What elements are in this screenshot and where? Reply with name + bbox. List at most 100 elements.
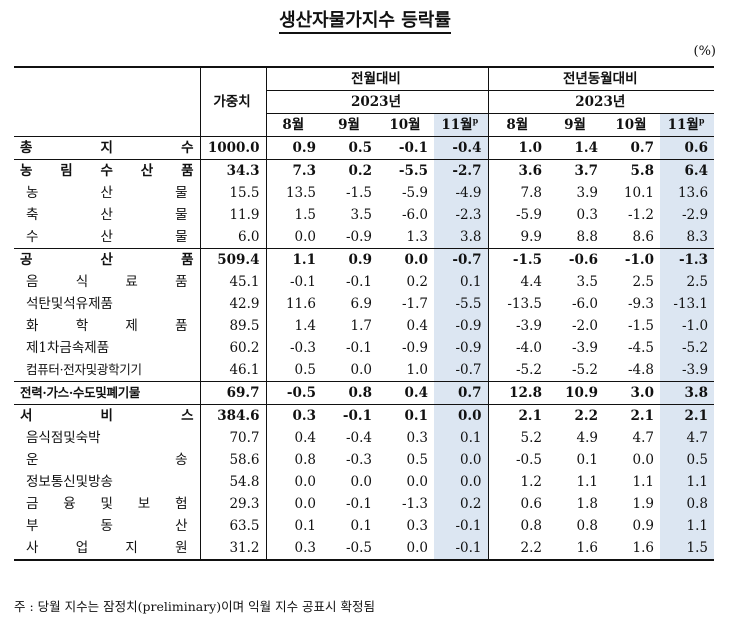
- mom-cell: 0.4: [378, 381, 434, 405]
- row-label: 석탄및석유제품: [26, 296, 113, 312]
- yoy-cell: 1.4: [574, 140, 599, 156]
- yoy-cell: 1.6: [604, 537, 660, 561]
- mom-cell: 0.8: [322, 381, 378, 405]
- row-label: 제1차금속제품: [26, 340, 110, 356]
- yoy-cell: 1.1: [576, 474, 598, 490]
- yoy-cell: -4.8: [627, 362, 654, 378]
- table-row: 운 송 58.6 0.8 -0.3 0.5 0.0 -0.5 0.1 0.0 0.5: [14, 449, 715, 471]
- yoy-cell: 8.3: [660, 226, 715, 249]
- yoy-cell: -3.9: [487, 315, 548, 337]
- mom-cell: 0.0: [265, 493, 322, 515]
- row-label: 축 산 물: [26, 207, 188, 223]
- yoy-cell: 2.2: [548, 404, 604, 427]
- yoy-cell: 10.1: [623, 185, 654, 201]
- row-label: 컴퓨터·전자및광학기기: [26, 362, 142, 377]
- weight-cell: 60.2: [199, 337, 266, 359]
- mom-cell: -0.4: [345, 430, 372, 446]
- mom-cell: -0.9: [434, 337, 488, 359]
- mom-cell: 0.1: [378, 404, 434, 427]
- row-label: 농 림 수 산 품: [14, 159, 200, 182]
- mom-cell: 0.1: [434, 427, 488, 449]
- weight-cell: 15.5: [199, 182, 266, 204]
- mom-cell: -4.9: [434, 182, 488, 204]
- table-row: 금 융 및 보 험 29.3 0.0 -0.1 -1.3 0.2 0.6 1.8 1.9 0.8: [14, 493, 715, 515]
- mom-cell: 0.2: [434, 493, 488, 515]
- mom-cell: 0.1: [434, 271, 488, 293]
- weight-cell: 384.6: [199, 404, 266, 427]
- mom-cell: -0.7: [434, 248, 488, 271]
- mom-cell: -0.3: [345, 452, 372, 468]
- yoy-cell: 1.8: [576, 496, 598, 512]
- weight-cell: 6.0: [199, 226, 266, 249]
- yoy-cell: -2.9: [660, 204, 715, 226]
- weight-cell: 54.8: [199, 471, 266, 493]
- yoy-cell: -1.0: [604, 248, 660, 271]
- table-row: 음식점및숙박 70.7 0.4 -0.4 0.3 0.1 5.2 4.9 4.7 4.7: [14, 427, 715, 449]
- yoy-cell: 3.0: [604, 381, 660, 405]
- yoy-cell: -0.6: [548, 248, 604, 271]
- mom-cell: 13.5: [265, 182, 322, 204]
- row-label: 사 업 지 원: [14, 537, 200, 561]
- mom-cell: 0.4: [265, 427, 322, 449]
- yoy-cell: 7.8: [487, 182, 548, 204]
- yoy-cell: 6.4: [660, 159, 715, 182]
- mom-cell: -1.7: [401, 296, 428, 312]
- mom-cell: 0.8: [265, 449, 322, 471]
- yoy-cell: 12.8: [487, 381, 548, 405]
- mom-cell: 0.5: [265, 359, 322, 382]
- table-row: 음 식 료 품 45.1 -0.1 -0.1 0.2 0.1 4.4 3.5 2.5 2.5: [14, 271, 715, 293]
- weight-cell: 42.9: [199, 293, 266, 315]
- yoy-cell: -5.2: [571, 362, 598, 378]
- price-index-table: 가중치 전월대비 전년동월대비 2023년 2023년 8월 9월 10월 11월p 8…: [14, 66, 715, 561]
- mom-cell: 3.8: [434, 226, 488, 249]
- table-row: 컴퓨터·전자및광학기기 46.1 0.5 0.0 1.0 -0.7 -5.2 -5.2 -4.8…: [14, 359, 715, 382]
- yoy-cell: 0.3: [576, 207, 598, 223]
- yoy-cell: 1.1: [660, 471, 715, 493]
- yoy-cell: 3.9: [576, 185, 598, 201]
- yoy-cell: -1.0: [660, 315, 715, 337]
- yoy-cell: 2.1: [487, 404, 548, 427]
- mom-cell: -0.1: [398, 140, 428, 156]
- mom-cell: -0.1: [265, 271, 322, 293]
- mom-cell: 0.1: [350, 518, 372, 534]
- row-label: 정보통신및방송: [26, 474, 113, 490]
- mom-year-header: 2023년: [265, 90, 488, 114]
- table-row: 농 림 수 산 품 34.3 7.3 0.2 -5.5 -2.7 3.6 3.7 5.8 6.4: [14, 159, 715, 182]
- mom-cell: 0.0: [350, 474, 372, 490]
- preliminary-mark: p: [698, 115, 705, 126]
- yoy-cell: -4.5: [627, 340, 654, 356]
- table-row: 사 업 지 원 31.2 0.3 -0.5 0.0 -0.1 2.2 1.6 1.6 1.5: [14, 537, 715, 561]
- yoy-cell: 5.8: [604, 159, 660, 182]
- table-row: 수 산 물 6.0 0.0 -0.9 1.3 3.8 9.9 8.8 8.6 8.3: [14, 226, 715, 249]
- weight-cell: 46.1: [199, 359, 266, 382]
- yoy-cell: -13.5: [487, 293, 548, 315]
- mom-month-header: 8월: [265, 113, 322, 137]
- yoy-cell: -4.0: [487, 337, 548, 359]
- mom-cell: 0.0: [265, 226, 322, 249]
- table-row: 부 동 산 63.5 0.1 0.1 0.3 -0.1 0.8 0.8 0.9 1.1: [14, 515, 715, 537]
- yoy-cell: 1.1: [660, 515, 715, 537]
- mom-cell: 0.5: [348, 140, 373, 156]
- yoy-cell: -1.2: [627, 207, 654, 223]
- mom-cell: 0.3: [406, 518, 428, 534]
- yoy-cell: 3.6: [487, 159, 548, 182]
- yoy-cell: 1.9: [632, 496, 654, 512]
- mom-cell: 0.3: [406, 430, 428, 446]
- mom-cell: -6.0: [401, 207, 428, 223]
- mom-cell: -0.5: [322, 537, 378, 561]
- yoy-cell: 0.6: [660, 136, 715, 160]
- label-header: [14, 66, 200, 137]
- yoy-year-header: 2023년: [487, 90, 715, 114]
- mom-cell: 0.0: [434, 404, 488, 427]
- mom-cell: 0.1: [265, 515, 322, 537]
- mom-month-header: 11월p: [434, 113, 488, 137]
- yoy-cell: -5.2: [487, 359, 548, 382]
- yoy-cell: 1.1: [632, 474, 654, 490]
- yoy-cell: -1.3: [660, 248, 715, 271]
- mom-cell: 0.0: [434, 471, 488, 493]
- mom-cell: 0.7: [434, 381, 488, 405]
- yoy-cell: 1.2: [487, 471, 548, 493]
- yoy-cell: -1.5: [627, 318, 654, 334]
- footnote: 주 : 당월 지수는 잠정치(preliminary)이며 익월 지수 공표시 …: [14, 599, 376, 614]
- mom-cell: -5.5: [378, 159, 434, 182]
